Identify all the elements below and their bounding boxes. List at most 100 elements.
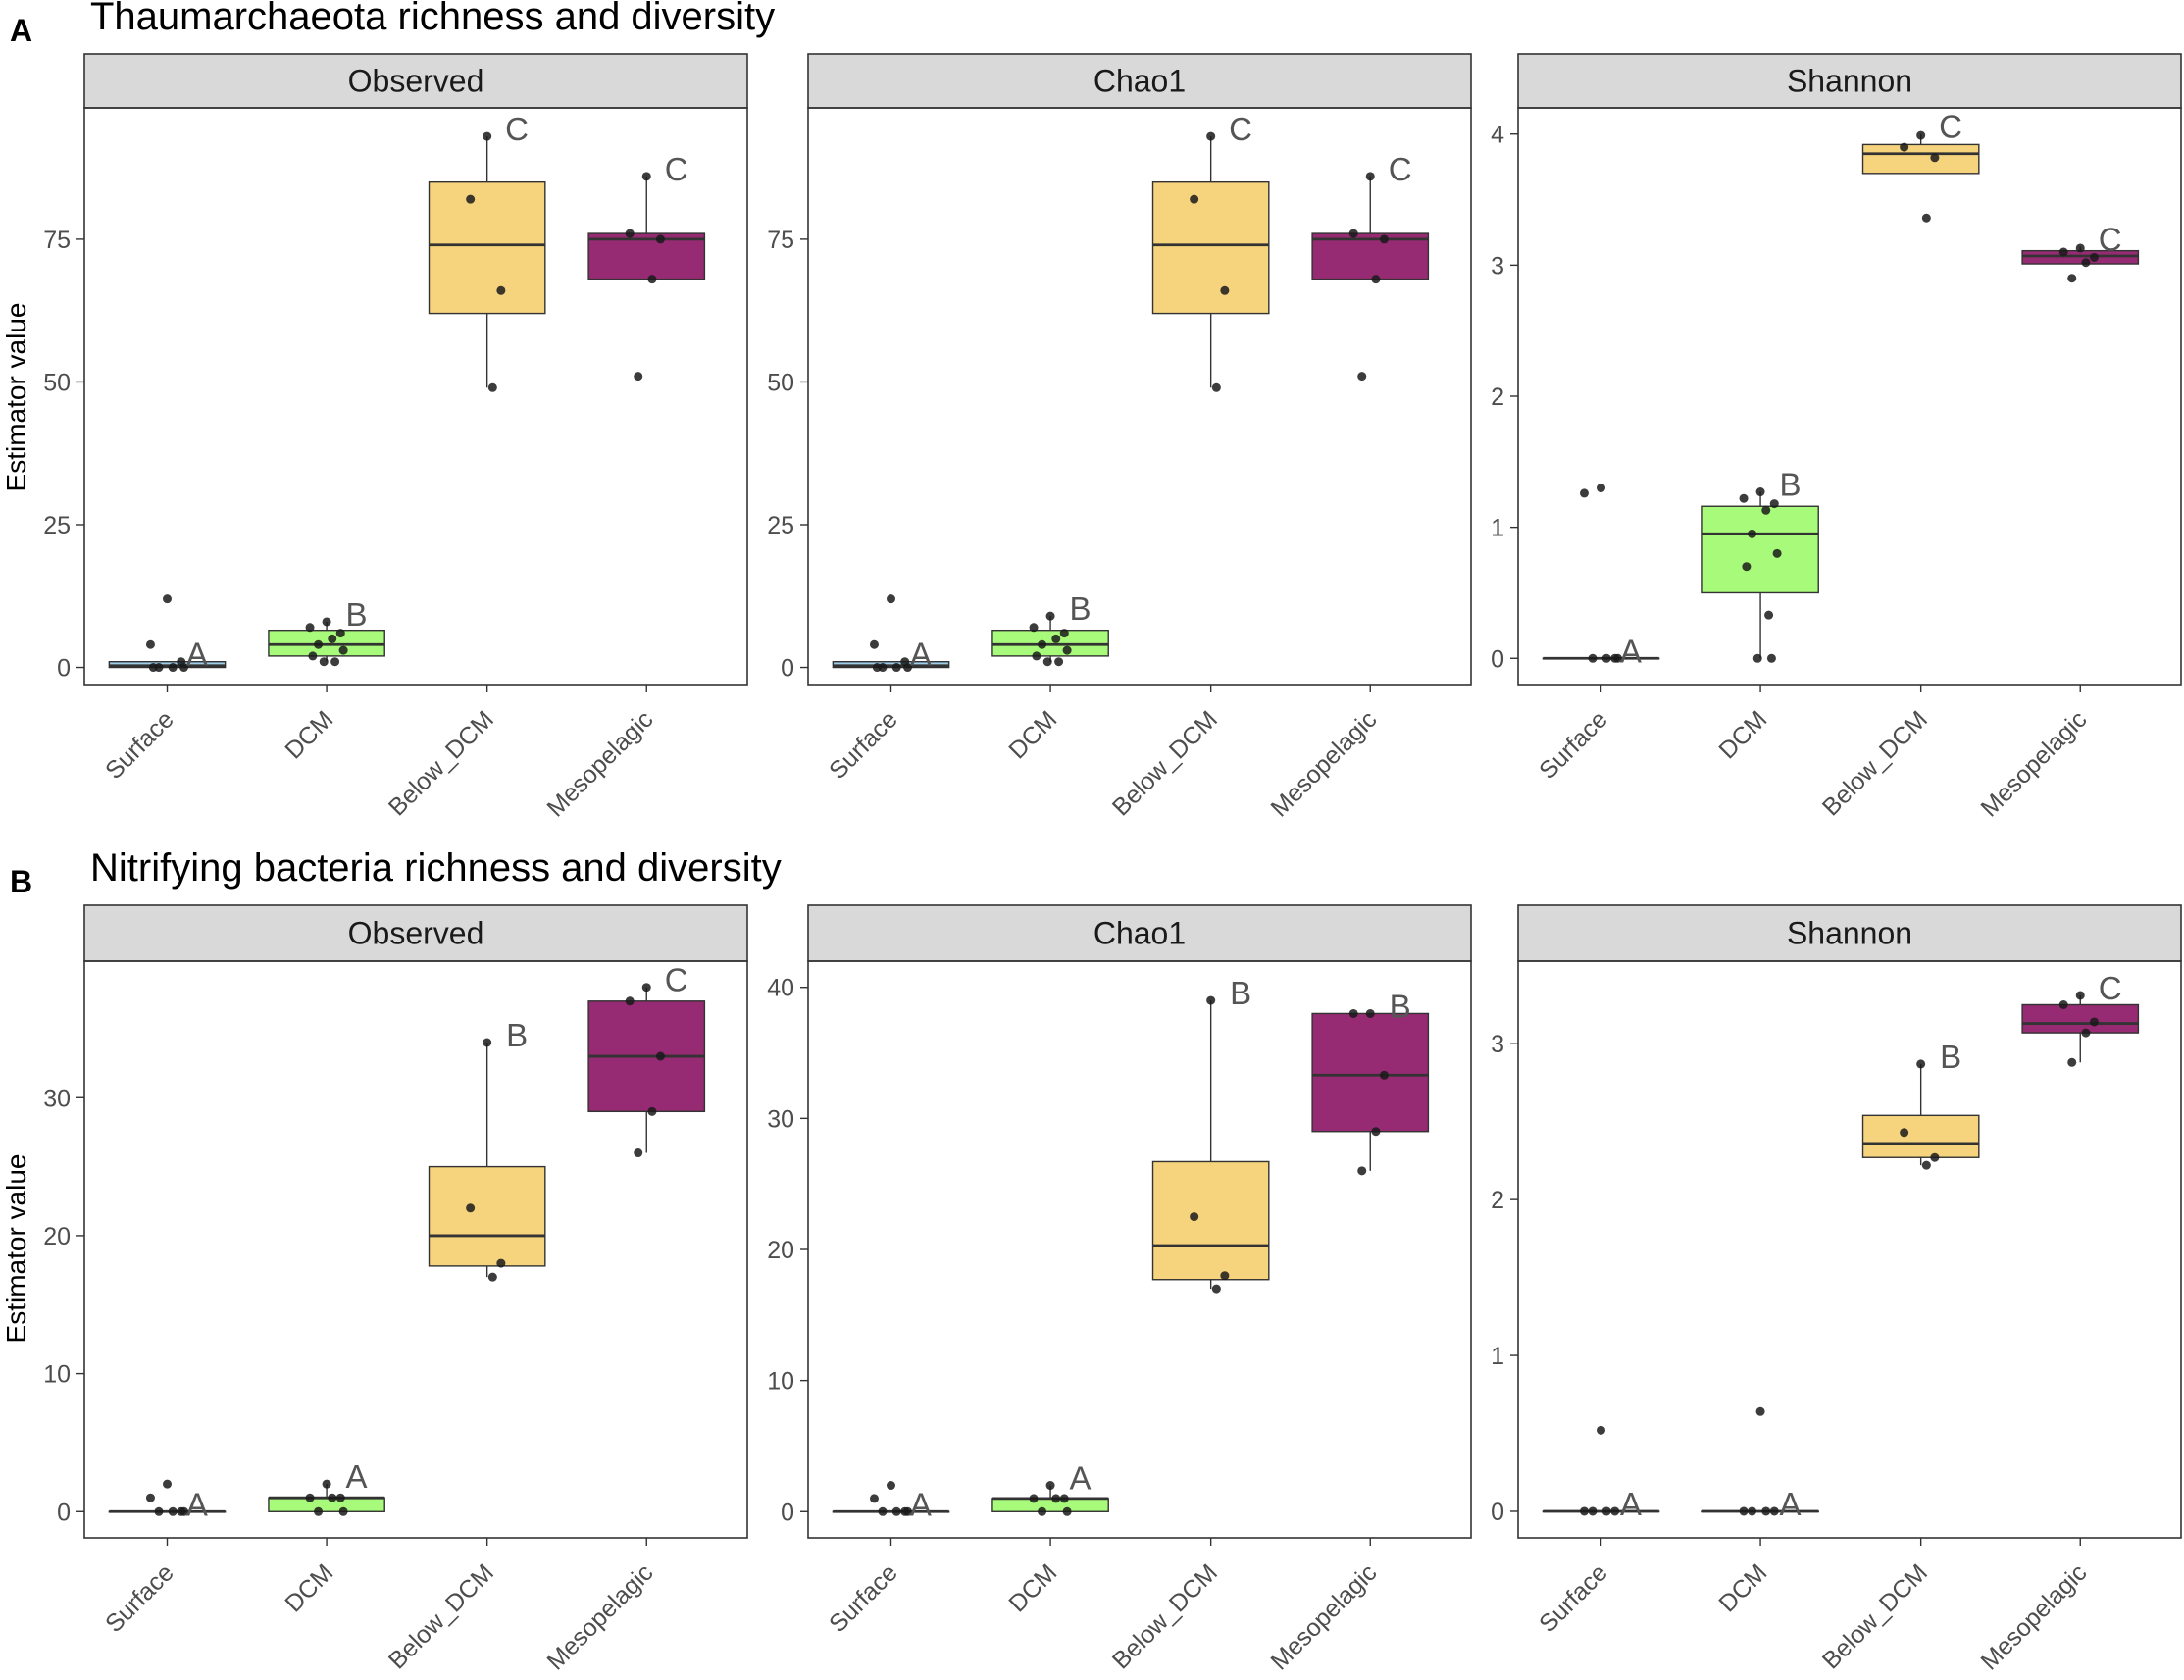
panel-border [83, 107, 748, 686]
data-point [2075, 991, 2085, 1000]
box-below-dcm: C [1151, 111, 1270, 392]
data-point [1220, 1271, 1230, 1281]
data-point [1348, 1008, 1358, 1018]
y-tick-label: 10 [767, 1368, 794, 1396]
row-title-b: Nitrifying bacteria richness and diversi… [90, 846, 782, 890]
data-point [466, 1203, 476, 1213]
facet-strip-label: Observed [348, 916, 484, 951]
data-point [168, 663, 178, 673]
box-mesopelagic: C [587, 151, 706, 382]
panel-border [1517, 960, 2182, 1539]
data-point [314, 639, 324, 649]
data-point [1579, 488, 1589, 498]
significance-letter: C [2099, 222, 2122, 258]
facet-a-observed: Observed 0 25 50 75 Surface DCM Below_DCM Mesope… [43, 53, 748, 822]
data-point [154, 1506, 164, 1516]
data-point [1921, 213, 1931, 223]
box-mesopelagic: C [1311, 151, 1430, 382]
box-mesopelagic: C [2021, 970, 2140, 1067]
facet-strip-label: Chao1 [1093, 916, 1186, 951]
data-point [887, 594, 895, 604]
data-point [2067, 1057, 2077, 1067]
x-tick-label: Below_DCM [383, 1558, 499, 1674]
y-tick-label: 30 [43, 1085, 71, 1112]
data-point [1379, 1070, 1389, 1080]
significance-letter: C [665, 962, 688, 998]
box-rect [1311, 1012, 1430, 1133]
data-point [1930, 1152, 1940, 1162]
data-point [1211, 382, 1221, 392]
significance-letter: A [1779, 1486, 1801, 1522]
data-point [1038, 639, 1047, 649]
significance-letter: A [1620, 1486, 1642, 1522]
facet-strip [1517, 53, 2182, 109]
y-tick-label: 10 [43, 1361, 71, 1389]
facet-b-observed: Observed 0 10 20 30 Surface DCM Below_DCM Mesope… [43, 904, 748, 1675]
data-point [1916, 1059, 1926, 1069]
data-point [1766, 653, 1776, 663]
x-tick-label: Mesopelagic [1975, 705, 2092, 822]
significance-letter: A [910, 636, 932, 673]
data-point [148, 663, 158, 673]
data-point [903, 663, 913, 673]
significance-letter: A [1620, 633, 1642, 669]
significance-letter: B [506, 1017, 528, 1053]
data-point [328, 634, 337, 643]
data-point [2089, 1017, 2099, 1027]
x-tick-label: DCM [1003, 705, 1062, 764]
data-point [1051, 1494, 1061, 1503]
significance-letter: C [1389, 151, 1412, 187]
panel-label-a: A [10, 13, 32, 48]
data-point [1769, 1506, 1779, 1516]
x-tick-label: Surface [1534, 1558, 1613, 1638]
data-point [1761, 1506, 1771, 1516]
box-below-dcm: B [1861, 1039, 1980, 1170]
data-point [1748, 529, 1757, 538]
x-tick-label: DCM [279, 1558, 338, 1617]
box-surface: A [1542, 1425, 1660, 1522]
data-point [168, 1506, 178, 1516]
box-surface: A [832, 1481, 950, 1522]
data-point [338, 645, 348, 655]
data-point [466, 194, 476, 204]
x-tick-label: Mesopelagic [1265, 1558, 1382, 1675]
data-point [1579, 1506, 1589, 1516]
significance-letter: B [1069, 590, 1091, 627]
x-tick-label: Below_DCM [383, 705, 499, 821]
x-tick-label: Surface [100, 1558, 179, 1638]
data-point [641, 172, 651, 181]
data-point [305, 1493, 315, 1502]
box-rect [991, 1498, 1109, 1512]
data-point [483, 131, 492, 141]
y-tick-label: 0 [57, 655, 71, 683]
data-point [1601, 1506, 1611, 1516]
data-point [1597, 484, 1605, 493]
box-below-dcm: C [428, 111, 546, 392]
x-tick-label: Surface [100, 705, 179, 785]
significance-letter: A [186, 1486, 208, 1522]
significance-letter: C [665, 151, 688, 187]
data-point [1365, 172, 1375, 181]
y-tick-label: 0 [1491, 645, 1504, 673]
y-tick-label: 0 [57, 1499, 71, 1526]
significance-letter: A [910, 1486, 932, 1522]
data-point [338, 1506, 348, 1516]
facet-strip [83, 904, 748, 962]
data-point [487, 1272, 497, 1282]
data-point [487, 382, 497, 392]
data-point [1062, 1506, 1072, 1516]
box-rect [428, 1165, 546, 1267]
data-point [1900, 142, 1909, 152]
data-point [1588, 1506, 1598, 1516]
data-point [1365, 1008, 1375, 1018]
y-tick-label: 4 [1491, 122, 1504, 149]
data-point [2058, 247, 2068, 257]
data-point [1029, 1494, 1039, 1503]
data-point [2081, 258, 2091, 268]
y-tick-label: 0 [781, 1499, 794, 1526]
data-point [641, 983, 651, 993]
data-point [2067, 274, 2077, 283]
box-mesopelagic: C [2021, 222, 2140, 283]
significance-letter: C [1229, 111, 1252, 147]
